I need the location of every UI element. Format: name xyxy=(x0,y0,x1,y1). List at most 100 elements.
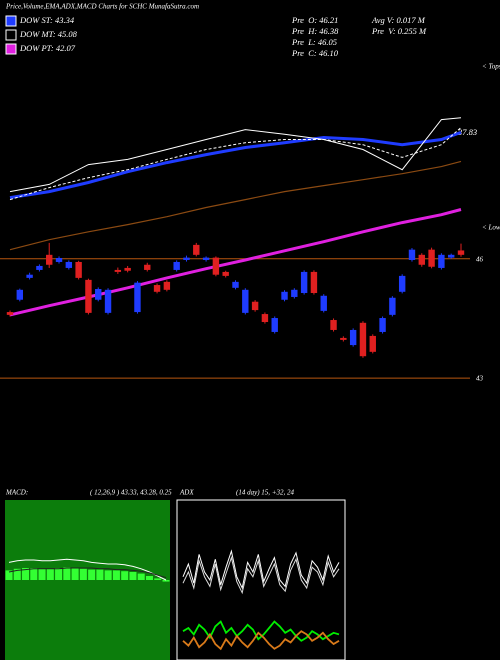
annotation: < Tops xyxy=(482,63,500,71)
annotation: 37.83 xyxy=(457,127,477,137)
legend-label: DOW PT: 42.07 xyxy=(19,43,76,53)
adx-line xyxy=(182,555,340,595)
candle-body xyxy=(55,258,63,262)
histogram-bar xyxy=(104,570,112,580)
candle-body xyxy=(104,289,112,313)
indicator-line xyxy=(9,127,462,201)
macd-line xyxy=(8,567,167,579)
histogram-bar xyxy=(129,572,137,580)
y-tick-label: 46 xyxy=(476,255,484,263)
indicator-line xyxy=(9,117,462,193)
page-title: Price,Volume,EMA,ADX,MACD Charts for SCH… xyxy=(5,3,199,11)
stat: Pre C: 46.10 xyxy=(291,48,339,58)
histogram-bar xyxy=(5,570,13,580)
candle-body xyxy=(398,275,406,292)
candle-body xyxy=(193,244,200,255)
candle-body xyxy=(310,271,318,293)
candle-body xyxy=(300,271,308,293)
candle-body xyxy=(46,254,53,265)
candle-body xyxy=(16,289,24,300)
stat: Pre O: 46.21 xyxy=(291,15,338,25)
candle-body xyxy=(173,261,180,270)
candle-body xyxy=(291,289,298,297)
candle-body xyxy=(340,337,347,340)
candle-body xyxy=(144,264,151,270)
histogram-bar xyxy=(137,573,145,580)
candle-body xyxy=(320,295,327,311)
stat: Pre V: 0.255 M xyxy=(371,26,427,36)
candle-body xyxy=(222,271,229,276)
histogram-bar xyxy=(96,569,104,580)
candle-body xyxy=(95,289,102,300)
candle-body xyxy=(242,289,249,313)
candle-body xyxy=(389,297,396,315)
y-tick-label: 43 xyxy=(476,375,484,383)
candle-body xyxy=(85,279,92,313)
panel-subtitle: (14 day) 15, +32, 24 xyxy=(236,489,294,497)
histogram-bar xyxy=(46,568,54,580)
histogram-bar xyxy=(13,568,21,580)
indicator-line xyxy=(9,130,462,200)
candle-body xyxy=(408,249,416,260)
histogram-bar xyxy=(30,568,38,580)
candle-body xyxy=(114,269,122,272)
candle-body xyxy=(65,261,73,268)
candle-body xyxy=(212,257,220,275)
histogram-bar xyxy=(112,570,120,580)
annotation: < Lows xyxy=(482,224,500,232)
histogram-bar xyxy=(22,568,30,580)
candle-body xyxy=(261,314,269,323)
candle-body xyxy=(447,254,455,258)
candle-body xyxy=(271,318,278,332)
stat: Pre L: 46.05 xyxy=(291,37,337,47)
histogram-bar xyxy=(38,568,46,580)
candle-body xyxy=(163,281,171,290)
histogram-bar xyxy=(71,568,79,580)
macd-line xyxy=(8,558,167,581)
candle-body xyxy=(428,249,435,267)
candle-body xyxy=(369,335,376,352)
indicator-line xyxy=(9,160,462,251)
candle-body xyxy=(379,318,386,332)
histogram-bar xyxy=(162,580,170,582)
panel-title: ADX xyxy=(179,489,194,497)
candle-body xyxy=(232,281,239,288)
histogram-bar xyxy=(145,576,153,580)
candle-body xyxy=(281,291,288,300)
candle-body xyxy=(418,254,425,265)
histogram-bar xyxy=(55,568,63,580)
histogram-bar xyxy=(154,578,162,580)
candle-body xyxy=(75,261,82,278)
candle-body xyxy=(457,250,465,255)
histogram-bar xyxy=(88,569,96,580)
candle-body xyxy=(202,257,210,260)
panel xyxy=(5,500,170,660)
candle-body xyxy=(438,254,445,268)
stat: Avg V: 0.017 M xyxy=(371,15,426,25)
candle-body xyxy=(6,312,14,315)
candle-body xyxy=(124,267,131,271)
candle-body xyxy=(330,320,337,330)
legend-label: DOW MT: 45.08 xyxy=(19,29,78,39)
adx-line xyxy=(182,549,340,590)
candle-body xyxy=(349,329,357,346)
legend-swatch xyxy=(5,15,17,27)
candle-body xyxy=(359,322,367,357)
legend-swatch xyxy=(5,29,17,41)
legend-swatch xyxy=(5,43,17,55)
candle-body xyxy=(36,265,43,270)
adx-line xyxy=(182,630,340,651)
histogram-bar xyxy=(63,567,71,580)
candle-body xyxy=(134,282,141,313)
histogram-bar xyxy=(121,571,129,580)
stat: Pre H: 46.38 xyxy=(291,26,339,36)
panel-title: MACD: xyxy=(5,489,28,497)
candle-body xyxy=(26,274,33,278)
histogram-bar xyxy=(79,568,87,580)
candle-body xyxy=(183,257,190,260)
candle-body xyxy=(153,285,161,292)
candle-body xyxy=(251,301,259,311)
panel-subtitle: ( 12,26,9 ) 43.33, 43.28, 0.25 xyxy=(90,489,172,497)
